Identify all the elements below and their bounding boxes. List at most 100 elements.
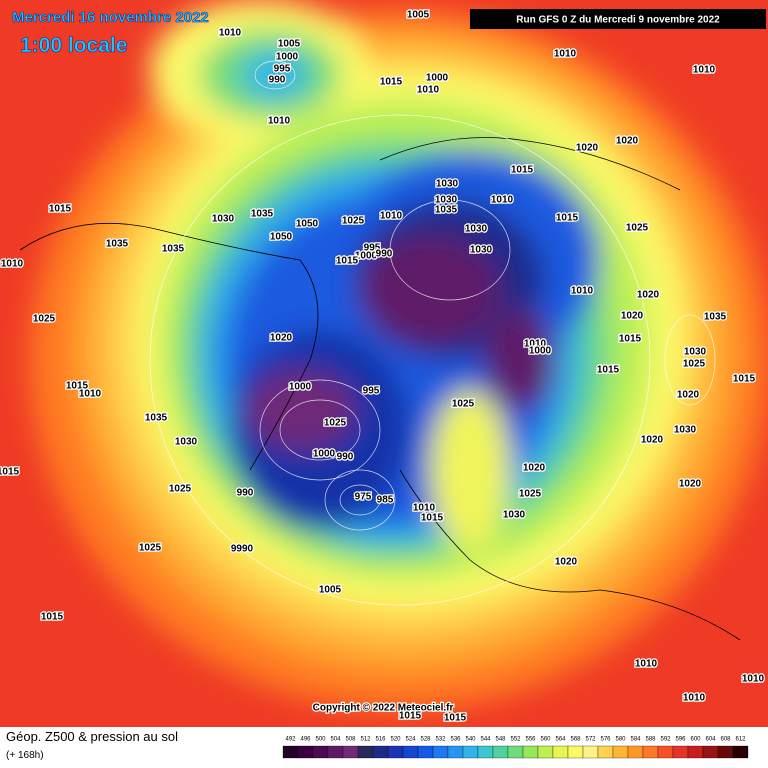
pressure-label: 1020 bbox=[677, 390, 700, 401]
pressure-label: 9990 bbox=[231, 544, 254, 555]
scale-label: 568 bbox=[570, 737, 581, 743]
scale-label: 584 bbox=[630, 737, 641, 743]
pressure-label: 1025 bbox=[169, 484, 192, 495]
scale-label: 500 bbox=[315, 737, 326, 743]
pressure-label: 1035 bbox=[704, 312, 727, 323]
scale-cell bbox=[492, 745, 509, 759]
pressure-label: 1020 bbox=[523, 463, 546, 474]
scale-label: 520 bbox=[390, 737, 401, 743]
pressure-label: 1000 bbox=[313, 449, 336, 460]
scale-cell bbox=[537, 745, 554, 759]
scale-label: 540 bbox=[465, 737, 476, 743]
pressure-label: 1010 bbox=[79, 389, 102, 400]
pressure-label: 1000 bbox=[355, 251, 378, 262]
scale-cell bbox=[522, 745, 539, 759]
scale-label: 524 bbox=[405, 737, 416, 743]
scale-cell bbox=[612, 745, 629, 759]
scale-cell bbox=[372, 745, 389, 759]
scale-cell bbox=[507, 745, 524, 759]
scale-cell bbox=[657, 745, 674, 759]
pressure-label: 1050 bbox=[270, 232, 293, 243]
pressure-label: 1025 bbox=[324, 418, 347, 429]
pressure-label: 1015 bbox=[66, 381, 89, 392]
pressure-label: 1015 bbox=[399, 711, 422, 722]
pressure-label: 1005 bbox=[407, 10, 430, 21]
scale-label: 512 bbox=[360, 737, 371, 743]
pressure-label: 975 bbox=[355, 492, 372, 503]
scale-cell bbox=[567, 745, 584, 759]
pressure-label: 1035 bbox=[162, 244, 185, 255]
scale-label: 496 bbox=[300, 737, 311, 743]
copyright: Copyright © 2022 Meteociel.fr bbox=[313, 703, 454, 714]
pressure-label: 1015 bbox=[619, 334, 642, 345]
pressure-label: 1020 bbox=[616, 136, 639, 147]
pressure-label: 1010 bbox=[380, 211, 403, 222]
scale-label: 504 bbox=[330, 737, 341, 743]
scale-label: 580 bbox=[615, 737, 626, 743]
scale-cell bbox=[477, 745, 494, 759]
scale-label: 592 bbox=[660, 737, 671, 743]
pressure-label: 995 bbox=[364, 243, 381, 254]
geopotential-field bbox=[0, 0, 768, 727]
pressure-label: 1010 bbox=[524, 339, 547, 350]
scale-label: 536 bbox=[450, 737, 461, 743]
pressure-label: 1030 bbox=[684, 347, 707, 358]
pressure-label: 1035 bbox=[251, 209, 274, 220]
scale-label: 528 bbox=[420, 737, 431, 743]
scale-cell bbox=[342, 745, 359, 759]
pressure-label: 1030 bbox=[470, 245, 493, 256]
pressure-label: 1050 bbox=[296, 219, 319, 230]
scale-label: 552 bbox=[510, 737, 521, 743]
pressure-label: 1020 bbox=[637, 290, 660, 301]
pressure-label: 1015 bbox=[597, 365, 620, 376]
pressure-label: 1010 bbox=[693, 65, 716, 76]
scale-label: 556 bbox=[525, 737, 536, 743]
scale-cell bbox=[387, 745, 404, 759]
pressure-label: 1025 bbox=[683, 359, 706, 370]
pressure-label: 985 bbox=[377, 495, 394, 506]
pressure-label: 1020 bbox=[679, 479, 702, 490]
scale-cell bbox=[582, 745, 599, 759]
pressure-label: 1035 bbox=[106, 239, 129, 250]
pressure-label: 1015 bbox=[556, 213, 579, 224]
pressure-label: 1030 bbox=[674, 425, 697, 436]
scale-label: 572 bbox=[585, 737, 596, 743]
pressure-label: 1025 bbox=[342, 216, 365, 227]
scale-cell bbox=[642, 745, 659, 759]
scale-label: 516 bbox=[375, 737, 386, 743]
pressure-label: 1015 bbox=[0, 467, 20, 478]
scale-cell bbox=[597, 745, 614, 759]
pressure-label: 1015 bbox=[336, 256, 359, 267]
scale-label: 612 bbox=[735, 737, 746, 743]
scale-cell bbox=[432, 745, 449, 759]
pressure-label: 1010 bbox=[413, 503, 436, 514]
valid-time: 1:00 locale bbox=[20, 34, 127, 57]
pressure-label: 995 bbox=[363, 386, 380, 397]
pressure-label: 1020 bbox=[555, 557, 578, 568]
pressure-label: 1020 bbox=[576, 143, 599, 154]
scale-label: 532 bbox=[435, 737, 446, 743]
scale-label: 548 bbox=[495, 737, 506, 743]
pressure-label: 990 bbox=[376, 249, 393, 260]
pressure-label: 1015 bbox=[511, 165, 534, 176]
scale-label: 576 bbox=[600, 737, 611, 743]
pressure-label: 1030 bbox=[435, 195, 458, 206]
pressure-label: 1010 bbox=[554, 49, 577, 60]
pressure-label: 1015 bbox=[444, 713, 467, 724]
pressure-label: 1030 bbox=[465, 224, 488, 235]
pressure-label: 1025 bbox=[626, 223, 649, 234]
pressure-label: 1030 bbox=[175, 437, 198, 448]
scale-cell bbox=[462, 745, 479, 759]
scale-cell bbox=[552, 745, 569, 759]
pressure-label: 1015 bbox=[421, 513, 444, 524]
pressure-label: 1020 bbox=[641, 435, 664, 446]
scale-cell bbox=[447, 745, 464, 759]
scale-label: 492 bbox=[285, 737, 296, 743]
pressure-label: 1030 bbox=[503, 510, 526, 521]
scale-cell bbox=[297, 745, 314, 759]
scale-label: 600 bbox=[690, 737, 701, 743]
scale-cell bbox=[672, 745, 689, 759]
pressure-label: 1010 bbox=[742, 674, 765, 685]
